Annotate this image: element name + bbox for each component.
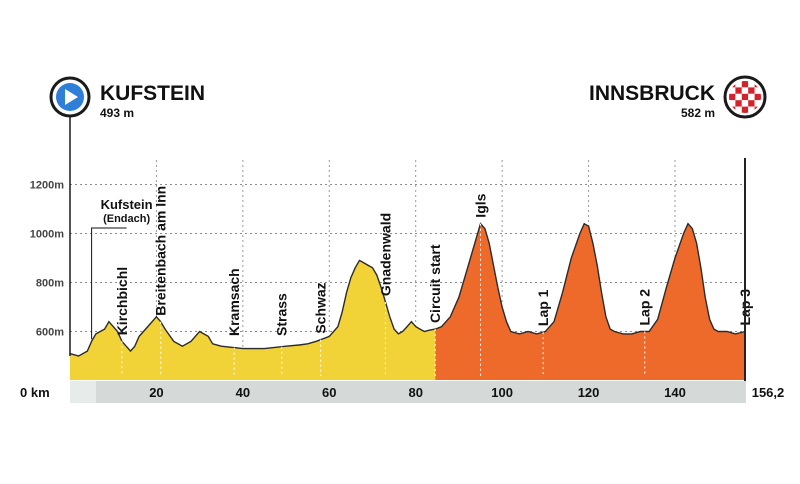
finish-elevation: 582 m: [681, 106, 715, 120]
annotation-label: Kirchbichl: [114, 267, 130, 335]
play-triangle: [65, 89, 78, 105]
start-name: KUFSTEIN: [100, 82, 205, 105]
start-marker: KUFSTEIN 493 m: [49, 76, 205, 356]
checker-cell: [754, 93, 761, 101]
checker-cell: [735, 87, 742, 94]
checker-cell: [741, 100, 749, 107]
profile-line-approach: [69, 259, 436, 357]
checker-cell: [754, 100, 761, 107]
x-tick-label: 0 km: [20, 385, 50, 400]
checkered-flag-icon: [723, 75, 767, 119]
checker-cell: [735, 93, 742, 101]
profile-area-approach: [70, 260, 436, 380]
profile-area-circuit: [435, 223, 745, 380]
y-tick-label: 1000m: [30, 229, 64, 241]
checker-cell: [748, 93, 755, 101]
x-tick-label: 80: [408, 385, 422, 400]
checker-cell: [729, 87, 736, 94]
x-tick-label: 156,2: [752, 385, 785, 400]
checker-cell: [748, 81, 755, 88]
annotation-label: Lap 1: [535, 289, 551, 326]
y-tick-label: 1200m: [30, 180, 64, 192]
x-tick-label: 20: [149, 385, 163, 400]
annotation-label: Lap 2: [637, 289, 653, 326]
start-elevation: 493 m: [100, 106, 134, 120]
annotation-label: Kramsach: [226, 268, 242, 336]
annotation-leader: [91, 227, 127, 340]
checker-cell: [741, 106, 749, 113]
checker-cell: [754, 87, 761, 94]
x-tick-label: 60: [322, 385, 336, 400]
x-tick-label: 120: [578, 385, 600, 400]
finish-name: INNSBRUCK: [589, 82, 715, 105]
y-axis: 600m 800m 1000m 1200m: [30, 180, 64, 339]
annotation-label: Breitenbach am Inn: [153, 186, 169, 316]
checker-cell: [741, 93, 749, 101]
y-tick-label: 600m: [36, 327, 64, 339]
x-tick-label: 40: [236, 385, 250, 400]
y-tick-label: 800m: [36, 278, 64, 290]
route-annotations: Kufstein(Endach) Kirchbichl Breitenbach am…: [91, 186, 753, 376]
annotation-label: Schwaz: [313, 282, 329, 333]
finish-marker: INNSBRUCK 582 m: [589, 75, 767, 120]
checker-cell: [735, 81, 742, 88]
checker-cell: [748, 100, 755, 107]
annotation-label: Gnadenwald: [377, 213, 393, 296]
checker-cell: [748, 106, 755, 113]
annotation-label: Strass: [274, 293, 290, 336]
annotation-label: Kufstein: [101, 197, 153, 212]
checker-cell: [741, 81, 749, 88]
checker-cell: [741, 87, 749, 94]
checker-cell: [729, 100, 736, 107]
x-axis-band: [96, 381, 746, 403]
annotation-label: Circuit start: [427, 244, 443, 323]
checker-cell: [748, 87, 755, 94]
x-axis-start-band: [70, 381, 96, 403]
checker-cell: [729, 93, 736, 101]
checker-cell: [735, 106, 742, 113]
x-tick-label: 140: [664, 385, 686, 400]
annotation-sublabel: (Endach): [103, 213, 150, 225]
checker-cell: [735, 100, 742, 107]
profile-line-circuit: [434, 222, 746, 335]
profile-areas: [69, 222, 746, 380]
x-tick-label: 100: [491, 385, 513, 400]
annotation-label: Igls: [473, 193, 489, 217]
x-axis: 0 km 20 40 60 80 100 120 140 156,2: [20, 385, 784, 400]
